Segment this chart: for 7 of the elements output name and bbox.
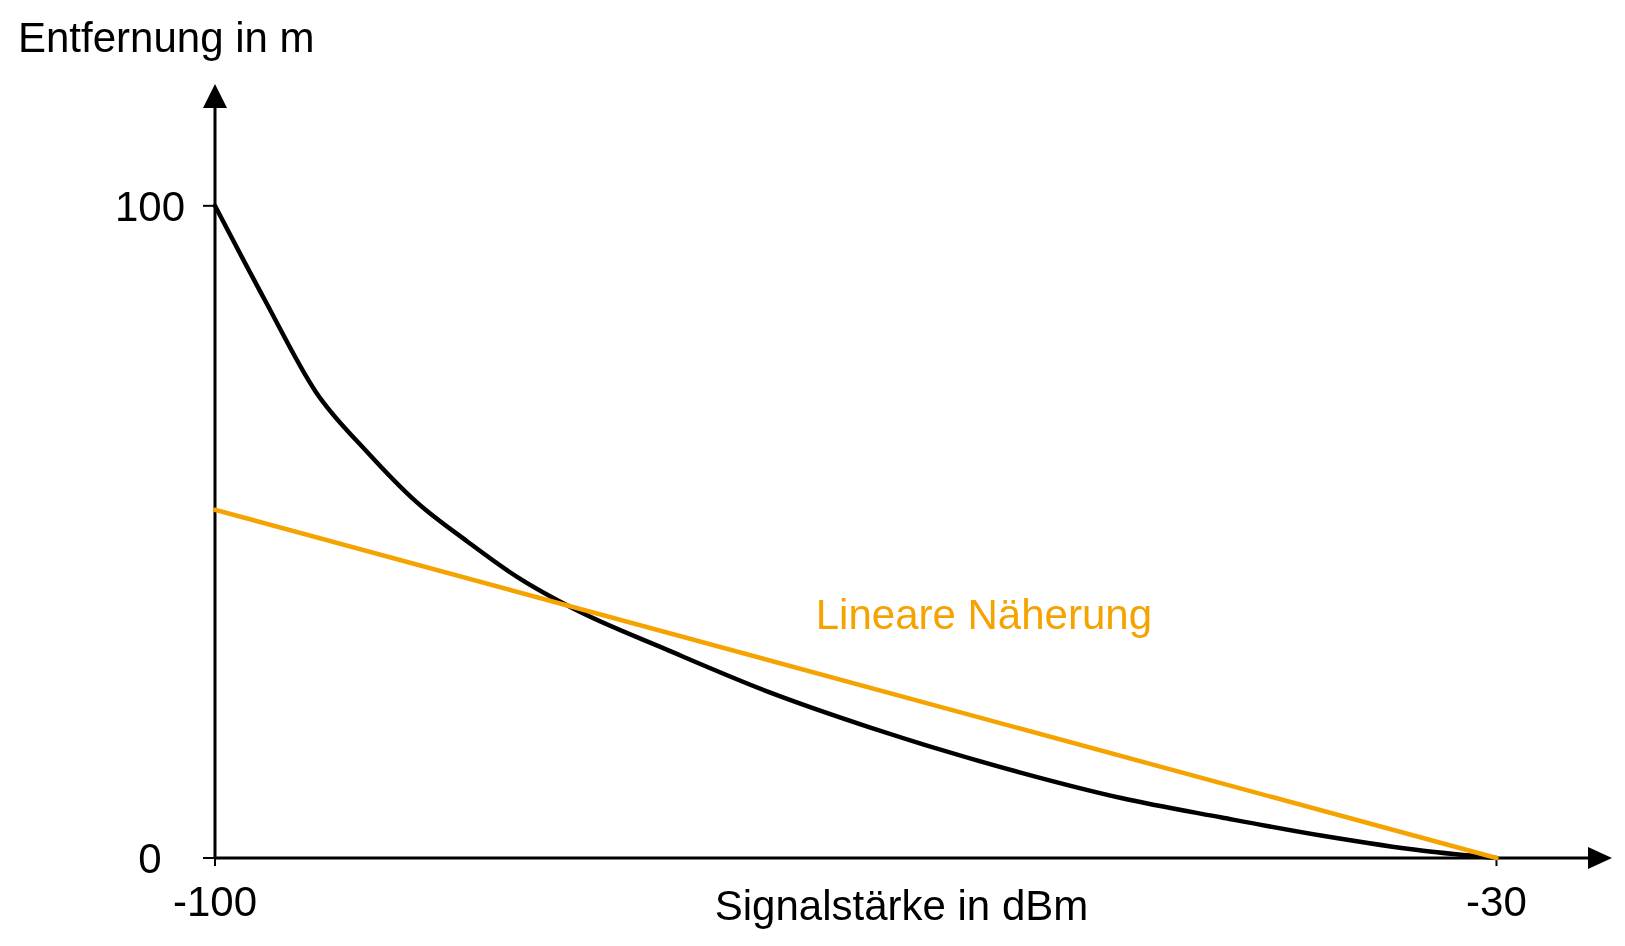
y-axis-title: Entfernung in m <box>18 14 315 61</box>
x-tick-label: -100 <box>172 878 258 925</box>
series-label: Lineare Näherung <box>815 590 1153 638</box>
y-tick-label: 100 <box>114 182 186 230</box>
x-tick-label: -30 <box>1466 878 1527 925</box>
x-axis-title: Signalstärke in dBm <box>714 882 1089 929</box>
y-tick-label: 0 <box>138 834 162 882</box>
